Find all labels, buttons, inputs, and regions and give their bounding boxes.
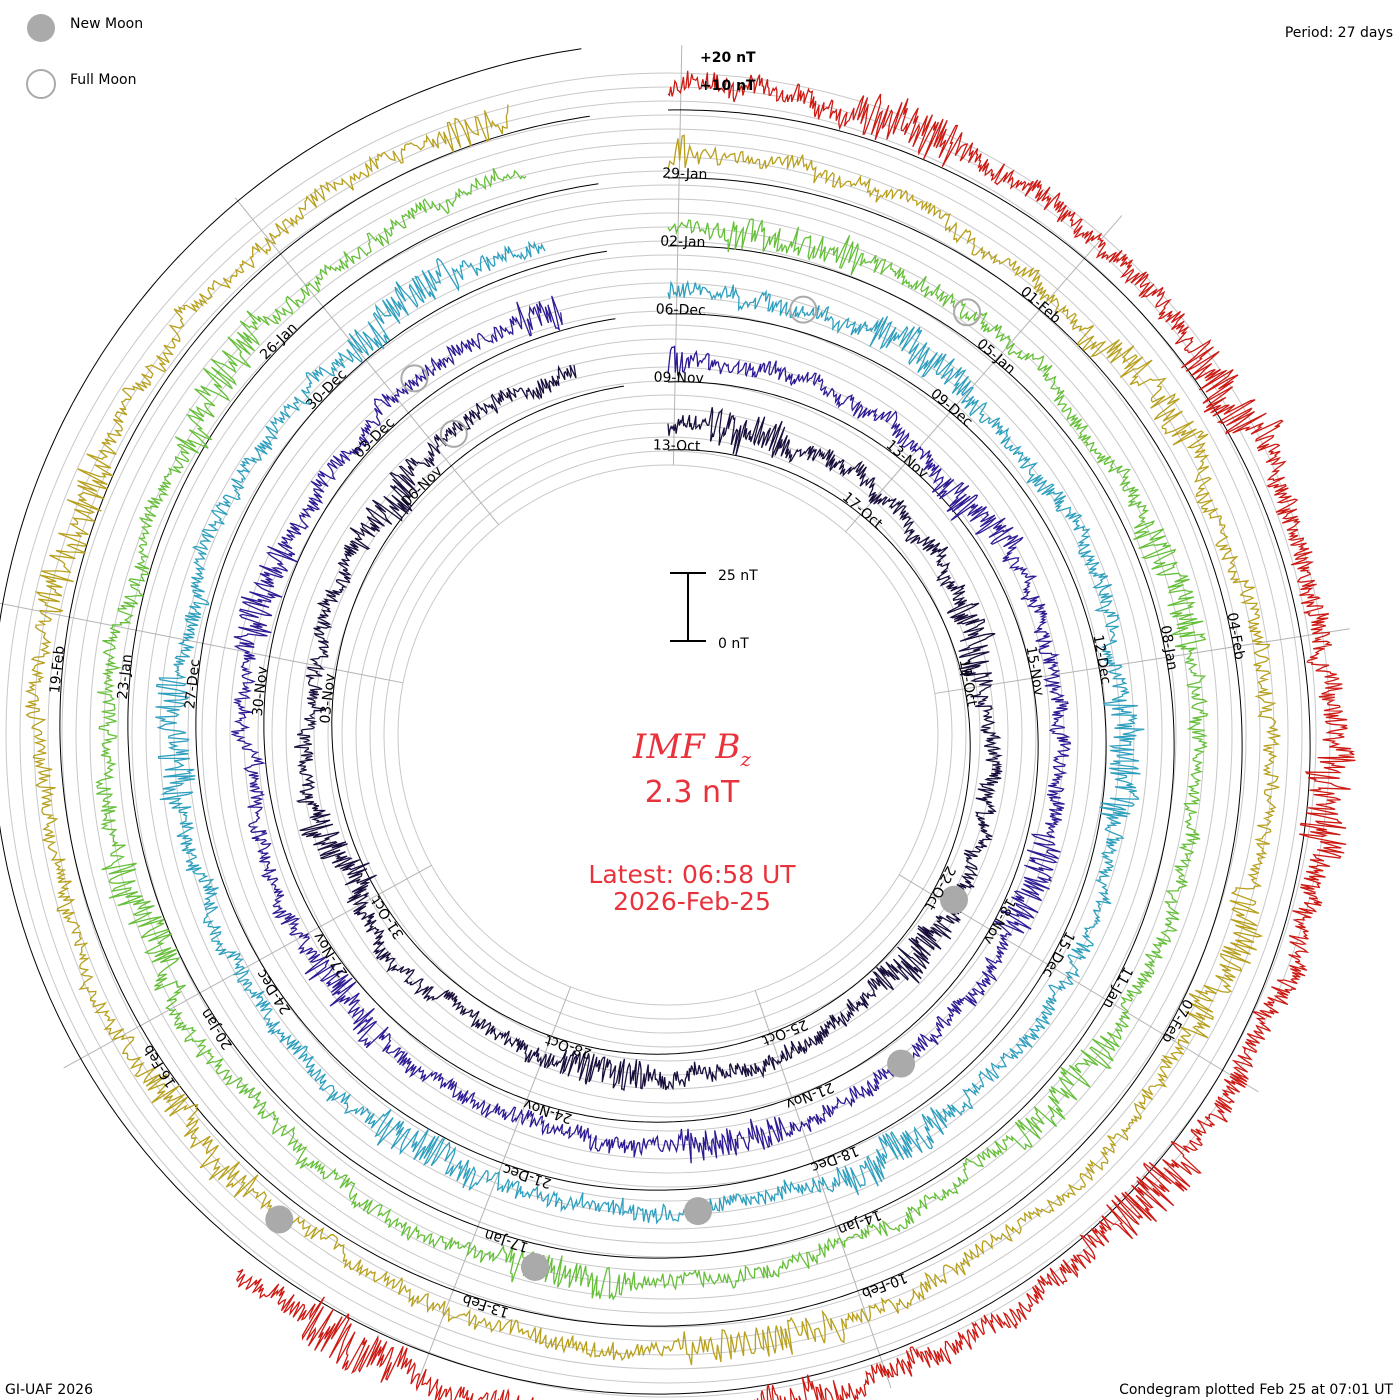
grid-spoke (754, 990, 892, 1389)
full-moon-marker (400, 364, 429, 393)
bz-trace (236, 70, 1356, 1400)
latest-date: 2026-Feb-25 (613, 887, 771, 916)
bz-trace (24, 104, 1281, 1366)
grid-circle (47, 114, 1289, 1356)
new-moon-legend-label: New Moon (70, 16, 143, 32)
bz-trace (230, 295, 1072, 1164)
date-label: 04-Feb (1224, 611, 1248, 661)
grid-circle (285, 352, 1051, 1118)
new-moon-marker (940, 885, 968, 914)
full-moon-legend-label: Full Moon (70, 72, 136, 88)
grid-circle (383, 450, 953, 1020)
grid-spoke (845, 215, 1123, 533)
period-label: Period: 27 days (1285, 25, 1393, 41)
date-label: 17-Jan (483, 1226, 531, 1255)
scale-top-label: 25 nT (718, 568, 758, 584)
full-moon-marker (789, 295, 818, 324)
date-label: 25-Oct (759, 1016, 809, 1048)
credit-label: GI-UAF 2026 (5, 1382, 93, 1398)
date-label: 13-Oct (653, 437, 701, 454)
zero-line (331, 385, 971, 1055)
grid-circle (397, 464, 939, 1006)
grid-circle (341, 408, 995, 1062)
plotted-label: Condegram plotted Feb 25 at 07:01 UT (1119, 1382, 1393, 1398)
grid-circle (355, 422, 981, 1048)
zero-line (195, 250, 1107, 1191)
zero-line (127, 183, 1175, 1259)
grid-circle (103, 170, 1233, 1300)
grid-circle (327, 394, 1009, 1076)
grid-circle (5, 72, 1331, 1398)
grid-spoke (0, 602, 404, 684)
full-moon-legend-icon (26, 69, 56, 99)
grid-circle (215, 282, 1121, 1188)
grid-circle (19, 86, 1317, 1384)
new-moon-marker (265, 1205, 294, 1234)
grid-circle (243, 310, 1093, 1160)
center-title: IMF Bz (632, 727, 752, 771)
date-label: 09-Nov (653, 369, 704, 386)
date-label: 31-Oct (368, 893, 408, 942)
date-label: 03-Nov (317, 673, 338, 725)
grid-circle (75, 142, 1261, 1328)
date-label: 23-Jan (115, 653, 136, 700)
grid-circle (313, 380, 1023, 1090)
grid-spoke (234, 197, 500, 526)
data-traces (0, 48, 1356, 1400)
grid-circle (187, 254, 1149, 1216)
date-label: 29-Jan (662, 166, 708, 183)
moon-markers (265, 295, 982, 1281)
grid-circle (145, 212, 1191, 1258)
bz-trace (95, 167, 1209, 1301)
grid-circle (159, 226, 1177, 1244)
bz-trace (293, 364, 1003, 1092)
zero-line (59, 115, 1243, 1327)
bz-trace (155, 240, 1145, 1225)
grid-circle (117, 184, 1219, 1286)
full-moon-marker (439, 419, 468, 448)
date-label: 13-Feb (461, 1291, 511, 1321)
grid-spoke (63, 864, 432, 1069)
latest-time: Latest: 06:58 UT (588, 860, 796, 889)
date-label: 14-Jan (836, 1206, 884, 1237)
grid-circle (33, 100, 1303, 1370)
new-moon-legend-icon (27, 14, 55, 42)
new-moon-marker (887, 1049, 916, 1078)
full-moon-marker (953, 298, 982, 327)
grid-circle (369, 436, 967, 1034)
date-label: 16-Feb (140, 1042, 179, 1091)
offset-label-20: +20 nT (700, 50, 756, 66)
offset-label-10: +10 nT (700, 78, 756, 94)
grid-circle (89, 156, 1247, 1314)
scale-bottom-label: 0 nT (718, 636, 749, 652)
date-label: 30-Nov (250, 665, 271, 717)
grid-spoke (418, 986, 572, 1379)
date-label: 27-Dec (182, 658, 203, 709)
new-moon-marker (521, 1253, 549, 1281)
date-label: 08-Jan (1157, 624, 1181, 671)
date-label: 10-Feb (859, 1269, 909, 1301)
zero-line (0, 48, 1311, 1395)
date-label: 02-Jan (660, 234, 706, 251)
date-label: 24-Nov (522, 1096, 575, 1127)
date-label: 15-Dec (1039, 929, 1077, 980)
date-label: 19-Feb (47, 645, 68, 694)
zero-line (263, 318, 1039, 1123)
date-label: 06-Dec (656, 301, 706, 318)
new-moon-marker (684, 1197, 712, 1226)
center-value: 2.3 nT (645, 775, 740, 810)
grid-spoke (672, 45, 683, 466)
grid-spoke (934, 628, 1350, 694)
